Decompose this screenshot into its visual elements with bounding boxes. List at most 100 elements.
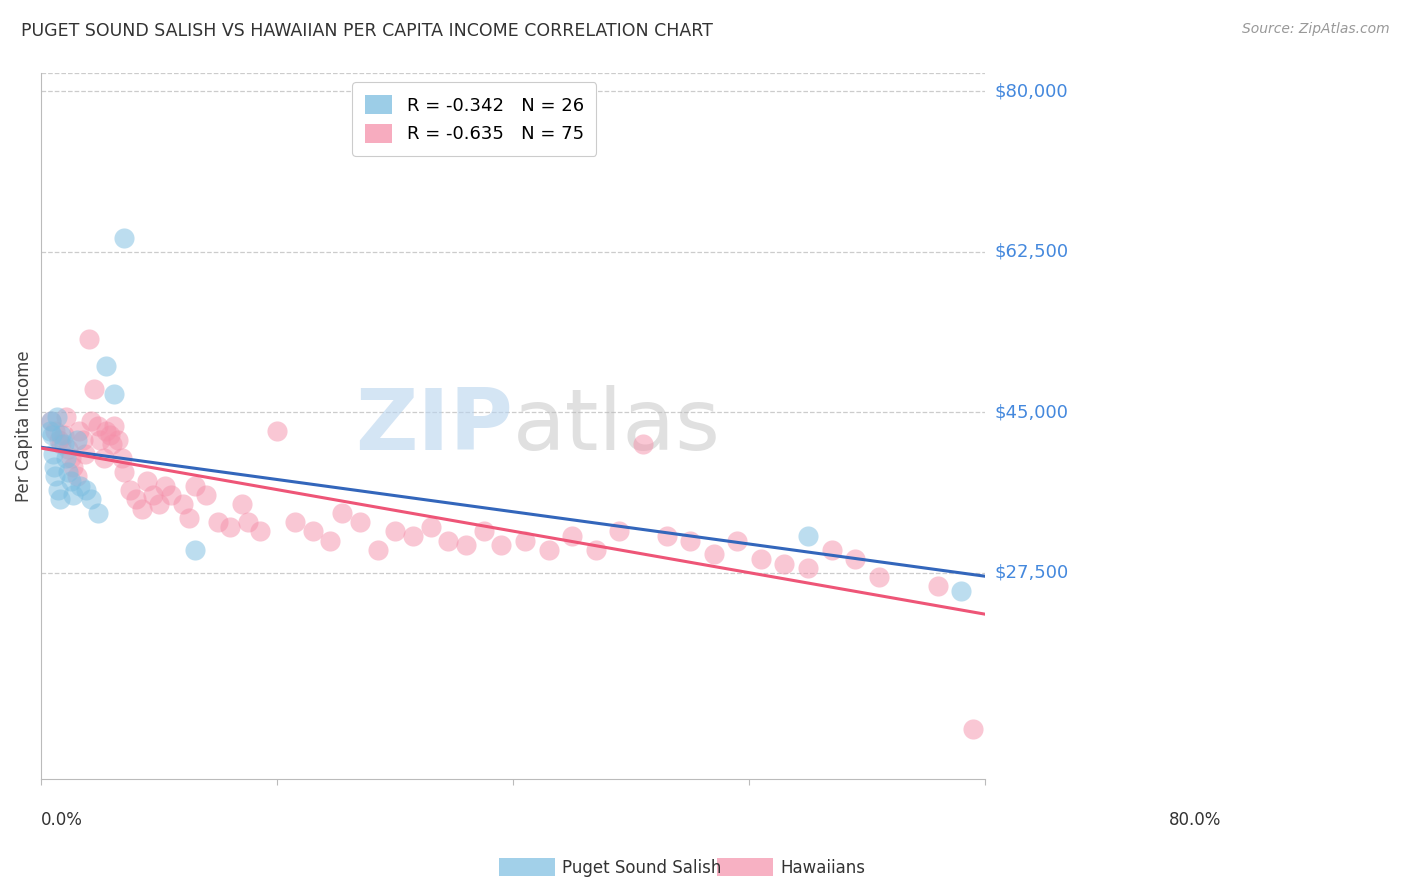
Point xyxy=(96,359,118,374)
Point xyxy=(69,478,91,492)
Point xyxy=(55,409,77,424)
Point xyxy=(66,469,89,483)
Point xyxy=(118,483,141,498)
Point xyxy=(844,552,866,566)
Text: $27,500: $27,500 xyxy=(994,564,1069,582)
Text: $45,000: $45,000 xyxy=(994,403,1069,421)
Point xyxy=(87,506,110,520)
Point xyxy=(962,722,984,736)
Point xyxy=(103,387,125,401)
Text: 80.0%: 80.0% xyxy=(1168,811,1220,829)
Point xyxy=(112,465,135,479)
Point xyxy=(39,414,62,428)
Point xyxy=(103,419,125,434)
Point xyxy=(773,557,796,571)
Point xyxy=(77,332,100,346)
Point xyxy=(44,424,66,438)
Point xyxy=(160,488,183,502)
Text: $62,500: $62,500 xyxy=(994,243,1069,260)
Point xyxy=(142,488,165,502)
Text: PUGET SOUND SALISH VS HAWAIIAN PER CAPITA INCOME CORRELATION CHART: PUGET SOUND SALISH VS HAWAIIAN PER CAPIT… xyxy=(21,22,713,40)
Point xyxy=(679,533,702,548)
Point xyxy=(725,533,748,548)
Point xyxy=(101,437,124,451)
Point xyxy=(148,497,170,511)
Point xyxy=(52,437,75,451)
Point xyxy=(41,428,63,442)
Point xyxy=(59,451,82,466)
Point xyxy=(75,483,97,498)
Text: 0.0%: 0.0% xyxy=(41,811,83,829)
Point xyxy=(49,492,72,507)
Point xyxy=(48,433,70,447)
Point xyxy=(419,520,441,534)
Point xyxy=(607,524,630,539)
Point xyxy=(631,437,654,451)
Point xyxy=(561,529,583,543)
Point xyxy=(51,437,73,451)
Point xyxy=(319,533,342,548)
Point xyxy=(703,548,725,562)
Point xyxy=(513,533,536,548)
Legend: R = -0.342   N = 26, R = -0.635   N = 75: R = -0.342 N = 26, R = -0.635 N = 75 xyxy=(353,82,596,156)
Point xyxy=(66,433,89,447)
Point xyxy=(80,414,103,428)
Point xyxy=(44,460,66,475)
Point xyxy=(89,433,111,447)
Point xyxy=(83,382,105,396)
Text: Source: ZipAtlas.com: Source: ZipAtlas.com xyxy=(1241,22,1389,37)
Point xyxy=(107,433,129,447)
Text: ZIP: ZIP xyxy=(356,384,513,467)
Point xyxy=(207,516,229,530)
Point xyxy=(51,428,73,442)
Point xyxy=(55,451,77,466)
Point xyxy=(797,561,820,575)
Text: atlas: atlas xyxy=(513,384,721,467)
Point xyxy=(110,451,132,466)
Point xyxy=(195,488,218,502)
Point xyxy=(136,474,159,488)
Point xyxy=(62,488,84,502)
Point xyxy=(927,579,949,593)
Point xyxy=(231,497,253,511)
Point xyxy=(472,524,495,539)
Point xyxy=(284,516,307,530)
Point xyxy=(655,529,678,543)
Point xyxy=(950,584,973,599)
Point xyxy=(67,424,90,438)
Y-axis label: Per Capita Income: Per Capita Income xyxy=(15,351,32,502)
Point xyxy=(384,524,406,539)
Point xyxy=(437,533,460,548)
Point xyxy=(38,424,60,438)
Point xyxy=(177,510,200,524)
Point xyxy=(868,570,890,584)
Point xyxy=(367,542,389,557)
Point xyxy=(44,469,66,483)
Point xyxy=(98,428,121,442)
Point xyxy=(46,483,69,498)
Text: Puget Sound Salish: Puget Sound Salish xyxy=(562,859,721,877)
Point xyxy=(131,501,153,516)
Point xyxy=(219,520,242,534)
Text: $80,000: $80,000 xyxy=(994,82,1069,100)
Point xyxy=(330,506,353,520)
Point xyxy=(45,409,67,424)
Point xyxy=(236,516,259,530)
Text: Hawaiians: Hawaiians xyxy=(780,859,865,877)
Point xyxy=(96,424,118,438)
Point xyxy=(797,529,820,543)
Point xyxy=(249,524,271,539)
Point xyxy=(73,446,96,460)
Point xyxy=(537,542,560,557)
Point xyxy=(183,478,205,492)
Point xyxy=(87,419,110,434)
Point xyxy=(153,478,176,492)
Point xyxy=(112,231,135,245)
Point xyxy=(821,542,844,557)
Point xyxy=(125,492,148,507)
Point xyxy=(172,497,194,511)
Point xyxy=(585,542,607,557)
Point xyxy=(183,542,205,557)
Point xyxy=(62,460,84,475)
Point xyxy=(59,474,82,488)
